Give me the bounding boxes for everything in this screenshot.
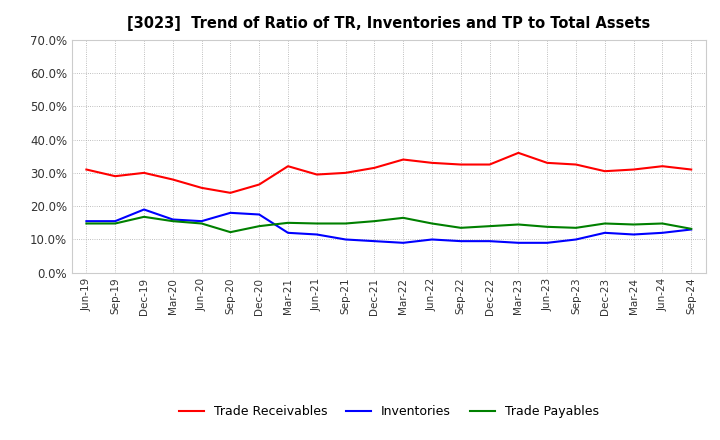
- Trade Payables: [428, 221, 436, 226]
- Trade Payables: [197, 221, 206, 226]
- Inventories: [197, 219, 206, 224]
- Inventories: [485, 238, 494, 244]
- Trade Payables: [284, 220, 292, 225]
- Trade Receivables: [456, 162, 465, 167]
- Trade Payables: [82, 221, 91, 226]
- Title: [3023]  Trend of Ratio of TR, Inventories and TP to Total Assets: [3023] Trend of Ratio of TR, Inventories…: [127, 16, 650, 32]
- Trade Receivables: [82, 167, 91, 172]
- Inventories: [82, 219, 91, 224]
- Trade Payables: [572, 225, 580, 231]
- Trade Receivables: [428, 160, 436, 165]
- Trade Receivables: [111, 173, 120, 179]
- Legend: Trade Receivables, Inventories, Trade Payables: Trade Receivables, Inventories, Trade Pa…: [174, 400, 604, 423]
- Inventories: [514, 240, 523, 246]
- Trade Receivables: [284, 164, 292, 169]
- Line: Trade Receivables: Trade Receivables: [86, 153, 691, 193]
- Trade Payables: [543, 224, 552, 230]
- Trade Payables: [312, 221, 321, 226]
- Line: Trade Payables: Trade Payables: [86, 217, 691, 232]
- Trade Payables: [629, 222, 638, 227]
- Trade Payables: [226, 230, 235, 235]
- Inventories: [111, 219, 120, 224]
- Trade Payables: [399, 215, 408, 220]
- Inventories: [370, 238, 379, 244]
- Trade Receivables: [485, 162, 494, 167]
- Trade Receivables: [312, 172, 321, 177]
- Trade Receivables: [370, 165, 379, 170]
- Inventories: [658, 230, 667, 235]
- Trade Receivables: [600, 169, 609, 174]
- Trade Payables: [485, 224, 494, 229]
- Trade Payables: [658, 221, 667, 226]
- Trade Receivables: [399, 157, 408, 162]
- Trade Receivables: [543, 160, 552, 165]
- Inventories: [629, 232, 638, 237]
- Inventories: [399, 240, 408, 246]
- Trade Payables: [687, 226, 696, 231]
- Inventories: [140, 207, 148, 212]
- Inventories: [341, 237, 350, 242]
- Trade Payables: [111, 221, 120, 226]
- Trade Receivables: [572, 162, 580, 167]
- Trade Receivables: [514, 150, 523, 155]
- Trade Receivables: [140, 170, 148, 176]
- Inventories: [226, 210, 235, 216]
- Trade Receivables: [629, 167, 638, 172]
- Inventories: [456, 238, 465, 244]
- Trade Payables: [456, 225, 465, 231]
- Trade Receivables: [687, 167, 696, 172]
- Inventories: [600, 230, 609, 235]
- Trade Receivables: [341, 170, 350, 176]
- Trade Payables: [255, 224, 264, 229]
- Trade Payables: [370, 219, 379, 224]
- Trade Receivables: [197, 185, 206, 191]
- Inventories: [572, 237, 580, 242]
- Inventories: [255, 212, 264, 217]
- Trade Receivables: [658, 164, 667, 169]
- Trade Receivables: [168, 177, 177, 182]
- Trade Payables: [168, 219, 177, 224]
- Trade Payables: [341, 221, 350, 226]
- Inventories: [168, 217, 177, 222]
- Inventories: [543, 240, 552, 246]
- Trade Payables: [140, 214, 148, 220]
- Trade Receivables: [255, 182, 264, 187]
- Inventories: [428, 237, 436, 242]
- Inventories: [284, 230, 292, 235]
- Line: Inventories: Inventories: [86, 209, 691, 243]
- Trade Payables: [600, 221, 609, 226]
- Trade Payables: [514, 222, 523, 227]
- Inventories: [312, 232, 321, 237]
- Trade Receivables: [226, 190, 235, 195]
- Inventories: [687, 227, 696, 232]
